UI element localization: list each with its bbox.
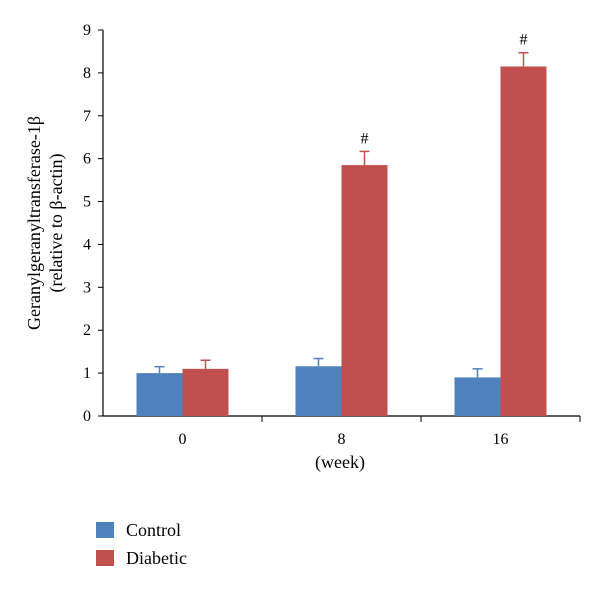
legend: Control Diabetic [96,516,187,572]
y-tick-label: 2 [83,322,91,339]
significance-marker: # [520,32,528,49]
y-tick-label: 8 [83,65,91,82]
x-tick-label: 0 [179,431,187,448]
x-tick-label: 8 [338,431,346,448]
x-tick-label: 16 [493,431,509,448]
y-tick-label: 0 [83,408,91,425]
bar-control [295,366,342,416]
bar-diabetic [341,165,388,416]
legend-swatch-diabetic [96,550,114,566]
y-axis-title-line1: Geranylgeranyltransferase-1β [24,116,44,330]
y-axis-title-line2: (relative to β-actin) [46,153,67,292]
legend-label-diabetic: Diabetic [126,547,187,568]
legend-item-control: Control [96,516,187,544]
y-tick-label: 3 [83,279,91,296]
x-axis-title: (week) [315,452,365,473]
y-tick-label: 1 [83,365,91,382]
y-tick-label: 7 [83,108,91,125]
bar-control [136,373,183,416]
bar-chart: Geranylgeranyltransferase-1β (relative t… [24,22,581,473]
significance-marker: # [361,130,369,147]
bar-diabetic [500,66,547,416]
bar-diabetic [182,368,229,416]
legend-swatch-control [96,522,114,538]
y-tick-label: 5 [83,194,91,211]
y-tick-label: 6 [83,151,91,168]
bar-control [454,377,501,416]
y-tick-label: 9 [83,22,91,39]
y-tick-label: 4 [83,236,91,253]
legend-item-diabetic: Diabetic [96,544,187,572]
y-axis-title: Geranylgeranyltransferase-1β (relative t… [24,116,67,330]
legend-label-control: Control [126,519,182,540]
